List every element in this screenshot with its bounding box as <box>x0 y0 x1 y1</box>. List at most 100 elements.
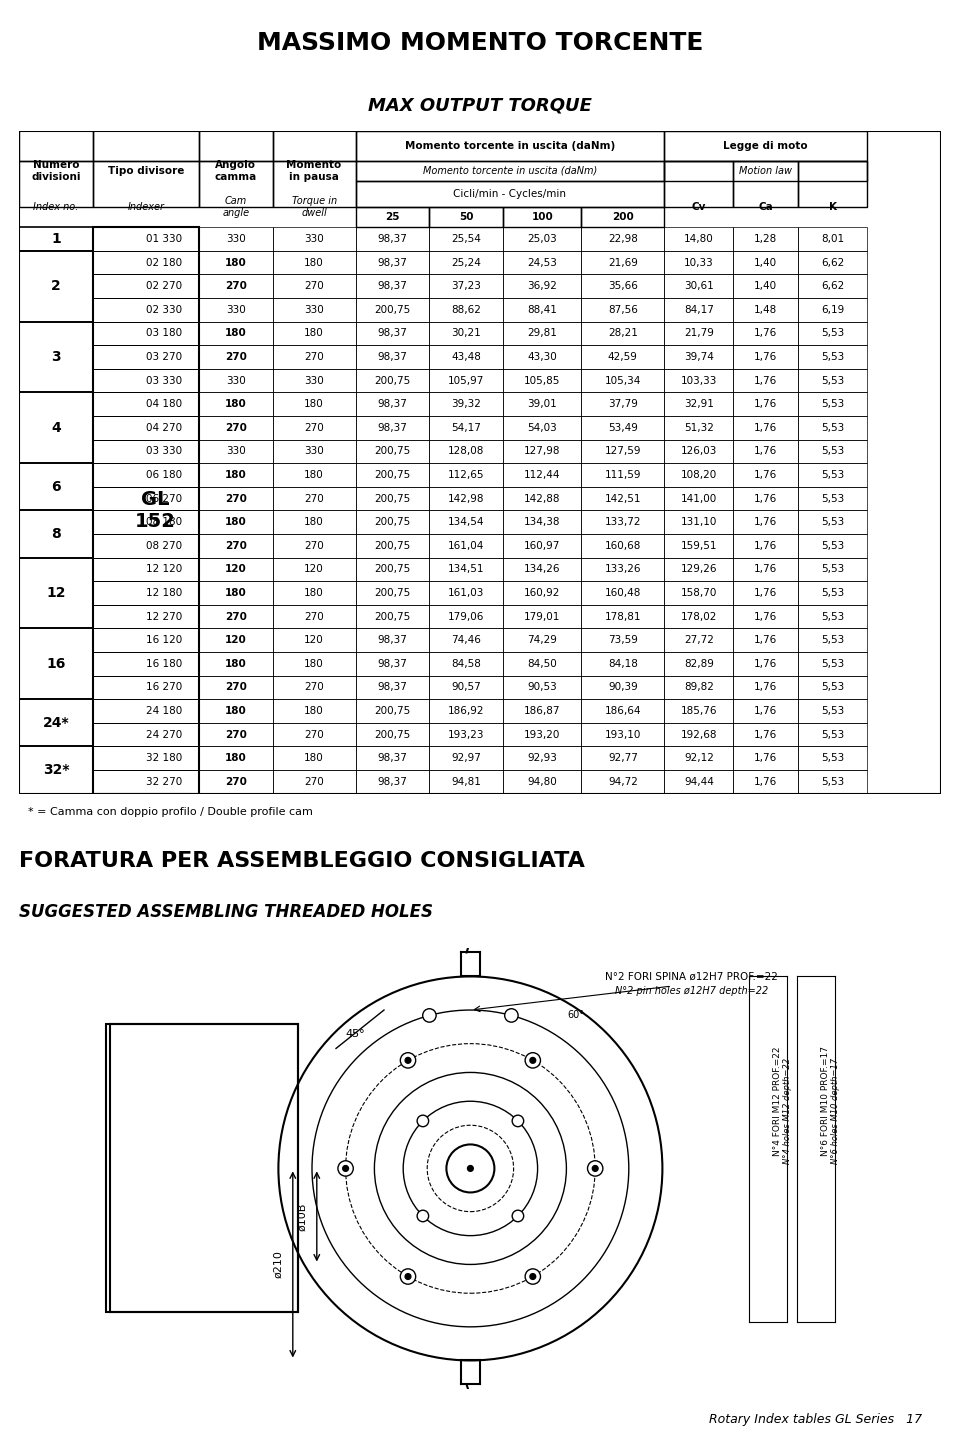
Bar <box>273 558 355 581</box>
Text: 200,75: 200,75 <box>374 729 411 740</box>
Bar <box>664 392 733 416</box>
Text: 5,53: 5,53 <box>821 753 844 763</box>
Text: 32*: 32* <box>43 763 69 778</box>
Bar <box>199 298 273 322</box>
Bar <box>93 160 199 207</box>
Text: 200,75: 200,75 <box>374 376 411 386</box>
Bar <box>199 722 273 747</box>
Circle shape <box>405 1274 411 1280</box>
Text: 161,04: 161,04 <box>448 540 485 550</box>
Circle shape <box>343 1166 348 1171</box>
Text: 74,46: 74,46 <box>451 635 481 645</box>
Text: 32 180: 32 180 <box>146 753 182 763</box>
Bar <box>582 440 664 463</box>
Text: 180: 180 <box>225 588 247 598</box>
Text: 105,97: 105,97 <box>448 376 485 386</box>
Text: 03 270: 03 270 <box>146 352 182 363</box>
Bar <box>273 463 355 486</box>
Circle shape <box>530 1274 536 1280</box>
Text: 200,75: 200,75 <box>374 612 411 622</box>
Bar <box>429 629 503 652</box>
Bar <box>664 345 733 368</box>
Text: 30,21: 30,21 <box>451 328 481 338</box>
Bar <box>664 652 733 676</box>
Bar <box>93 227 199 250</box>
Text: 180: 180 <box>304 753 324 763</box>
Text: N°6 FORI M10 PROF.=17: N°6 FORI M10 PROF.=17 <box>821 1047 830 1156</box>
Text: 126,03: 126,03 <box>681 447 717 456</box>
Text: 02 330: 02 330 <box>146 304 182 314</box>
Bar <box>199 699 273 722</box>
Text: 141,00: 141,00 <box>681 494 717 504</box>
Bar <box>582 486 664 510</box>
Text: 5,53: 5,53 <box>821 658 844 668</box>
Bar <box>664 274 733 298</box>
Text: 1,76: 1,76 <box>754 328 778 338</box>
Bar <box>93 699 199 722</box>
Text: 270: 270 <box>304 422 324 432</box>
Text: Momento
in pausa: Momento in pausa <box>286 160 342 182</box>
Bar <box>582 722 664 747</box>
Bar <box>19 699 93 747</box>
Text: ø10B: ø10B <box>298 1203 307 1230</box>
Text: 178,81: 178,81 <box>605 612 641 622</box>
Text: 1,48: 1,48 <box>754 304 778 314</box>
Text: 16 180: 16 180 <box>146 658 182 668</box>
Text: N°4 holes M12 depth=22: N°4 holes M12 depth=22 <box>782 1057 792 1163</box>
Circle shape <box>592 1166 598 1171</box>
Bar <box>19 747 93 794</box>
Text: Rotary Index tables GL Series   17: Rotary Index tables GL Series 17 <box>709 1414 923 1425</box>
Bar <box>733 581 798 604</box>
Text: 270: 270 <box>225 612 247 622</box>
Bar <box>733 298 798 322</box>
Text: 98,37: 98,37 <box>377 422 407 432</box>
Text: 02 270: 02 270 <box>146 281 182 291</box>
Bar <box>664 298 733 322</box>
Bar <box>273 250 355 274</box>
Text: Legge di moto: Legge di moto <box>724 141 808 151</box>
Text: 03 180: 03 180 <box>146 328 182 338</box>
Text: 04 180: 04 180 <box>146 399 182 409</box>
Text: 1,76: 1,76 <box>754 470 778 480</box>
Text: 330: 330 <box>304 234 324 245</box>
Text: 142,88: 142,88 <box>524 494 561 504</box>
Bar <box>798 486 867 510</box>
Bar <box>273 368 355 392</box>
Text: 270: 270 <box>304 729 324 740</box>
Text: 39,74: 39,74 <box>684 352 714 363</box>
Bar <box>798 722 867 747</box>
Bar <box>19 227 93 250</box>
Text: 270: 270 <box>304 494 324 504</box>
Bar <box>93 652 199 676</box>
Text: 4: 4 <box>51 421 60 435</box>
Bar <box>19 111 93 160</box>
Text: 180: 180 <box>304 470 324 480</box>
Bar <box>664 534 733 558</box>
Text: 1,76: 1,76 <box>754 588 778 598</box>
Bar <box>273 298 355 322</box>
Bar <box>93 227 199 250</box>
Text: 98,37: 98,37 <box>377 635 407 645</box>
Text: Motion law: Motion law <box>739 166 792 176</box>
Text: 5,53: 5,53 <box>821 494 844 504</box>
Bar <box>733 652 798 676</box>
Bar <box>503 722 582 747</box>
Text: 5,53: 5,53 <box>821 612 844 622</box>
Text: 1,76: 1,76 <box>754 658 778 668</box>
Bar <box>273 274 355 298</box>
Text: 179,06: 179,06 <box>448 612 485 622</box>
Bar <box>582 416 664 440</box>
Bar <box>798 250 867 274</box>
Bar <box>93 440 199 463</box>
Bar <box>798 416 867 440</box>
Text: 02 180: 02 180 <box>146 258 182 268</box>
Bar <box>355 652 429 676</box>
Text: Momento torcente in uscita (daNm): Momento torcente in uscita (daNm) <box>422 166 597 176</box>
Text: 12 180: 12 180 <box>146 588 182 598</box>
Bar <box>429 534 503 558</box>
Bar <box>93 274 199 298</box>
Bar <box>93 463 199 486</box>
Text: K: K <box>828 202 836 213</box>
Text: 84,18: 84,18 <box>608 658 637 668</box>
Text: 1,76: 1,76 <box>754 447 778 456</box>
